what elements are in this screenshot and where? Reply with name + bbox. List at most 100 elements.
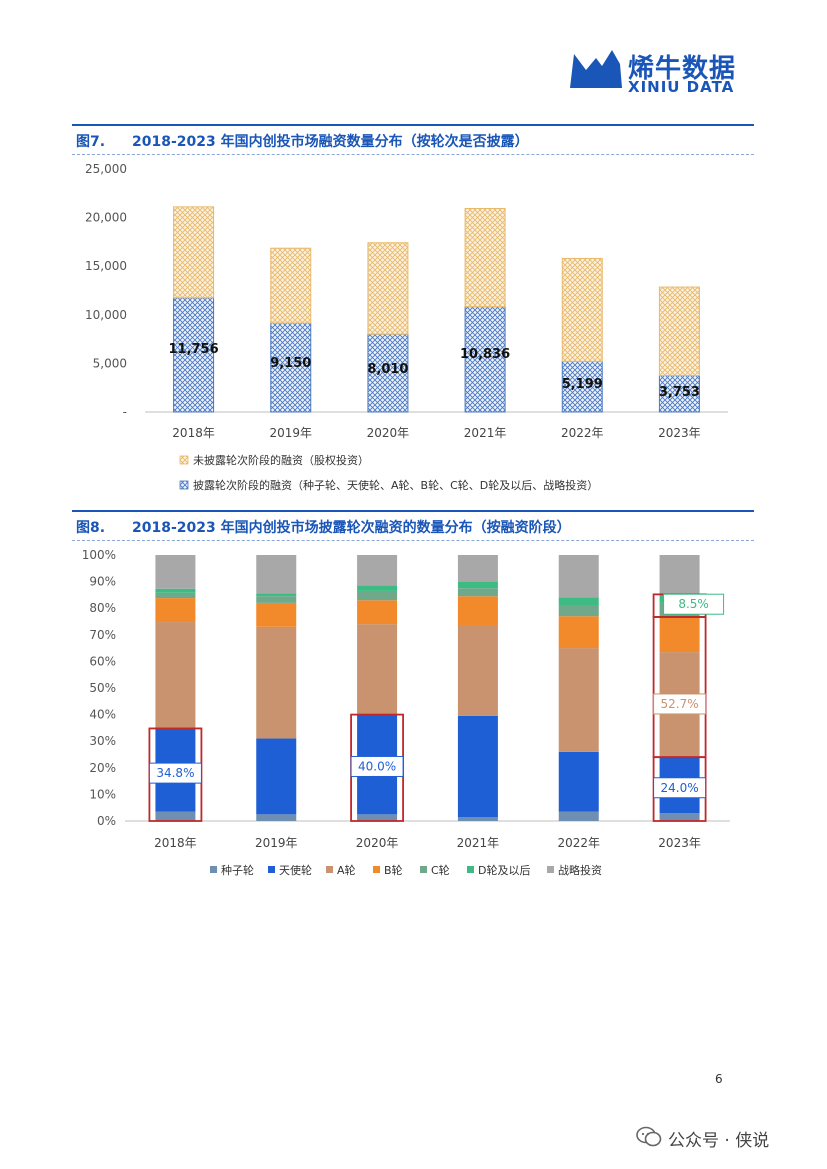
y-tick-label: 20% — [89, 761, 116, 775]
y-tick-label: 10,000 — [85, 308, 127, 322]
bar-undisclosed — [464, 208, 506, 308]
bar-segment — [256, 814, 297, 821]
bar-segment — [256, 593, 297, 597]
bar-undisclosed — [658, 286, 700, 377]
x-tick-label: 2021年 — [464, 426, 507, 440]
y-tick-label: 15,000 — [85, 259, 127, 273]
bar-segment — [256, 602, 297, 627]
x-tick-label: 2022年 — [561, 426, 604, 440]
figure7-title: 图7. 2018-2023 年国内创投市场融资数量分布（按轮次是否披露） — [76, 131, 529, 151]
bar-disclosed — [173, 297, 215, 413]
bar-segment — [457, 817, 498, 821]
figure8-chart: 0% 10% 20% 30% 40% 50% 60% 70% 80% 90% 100% 2018年 20… — [82, 548, 730, 877]
data-label: 5,199 — [562, 377, 603, 392]
bar-segment — [155, 588, 196, 593]
y-tick-label: 80% — [89, 601, 116, 615]
bar-segment — [457, 596, 498, 626]
y-tick-label: 10% — [89, 787, 116, 801]
legend-swatch — [547, 866, 554, 873]
bar-segment — [457, 625, 498, 716]
y-tick-label: 30% — [89, 734, 116, 748]
legend-swatch — [420, 866, 427, 873]
bar-segment — [155, 555, 196, 589]
legend-swatch — [373, 866, 380, 873]
bar-undisclosed — [270, 247, 312, 324]
y-tick-label: 50% — [89, 681, 116, 695]
x-tick-label: 2019年 — [269, 426, 312, 440]
page-number: 6 — [715, 1072, 723, 1086]
bar-segment — [155, 598, 196, 623]
x-tick-label: 2022年 — [557, 836, 600, 850]
bar-segment — [256, 555, 297, 594]
legend-label: B轮 — [384, 863, 403, 877]
bar-segment — [357, 590, 398, 601]
wechat-icon — [636, 1126, 662, 1148]
annotation-label: 34.8% — [156, 766, 194, 780]
figure8-number: 图8. — [76, 520, 106, 536]
annotation-label: 52.7% — [661, 697, 699, 711]
bar-undisclosed — [561, 257, 603, 362]
y-tick-label: 90% — [89, 575, 116, 589]
bar-segment — [558, 597, 599, 606]
y-tick-label: 100% — [82, 548, 116, 562]
bar-segment — [357, 814, 398, 821]
x-tick-label: 2019年 — [255, 836, 298, 850]
footer-account: 公众号 · 侠说 — [668, 1131, 770, 1151]
figure7-title-text: 2018-2023 年国内创投市场融资数量分布（按轮次是否披露） — [132, 134, 529, 150]
logo-text-en: XINIU DATA — [628, 78, 735, 96]
bar-disclosed — [464, 306, 506, 413]
legend-label: 未披露轮次阶段的融资（股权投资） — [193, 453, 369, 467]
annotation-box — [663, 593, 725, 615]
annotation-label: 8.5% — [678, 597, 709, 611]
bar-disclosed — [367, 333, 409, 413]
x-tick-label: 2018年 — [154, 836, 197, 850]
bar-disclosed — [658, 375, 700, 413]
y-tick-label: 70% — [89, 628, 116, 642]
bar-undisclosed — [173, 206, 215, 299]
y-tick-label: 5,000 — [93, 356, 127, 370]
x-tick-label: 2020年 — [356, 836, 399, 850]
legend-swatch — [179, 480, 189, 490]
bar-segment — [659, 555, 700, 595]
legend-label: 种子轮 — [221, 863, 254, 877]
bar-segment — [357, 624, 398, 715]
figure7-rule — [72, 124, 754, 126]
bar-segment — [357, 585, 398, 591]
legend-swatch — [326, 866, 333, 873]
annotation-box — [148, 762, 202, 784]
figure8-title: 图8. 2018-2023 年国内创投市场披露轮次融资的数量分布（按融资阶段） — [76, 517, 571, 537]
y-tick-label: - — [123, 405, 127, 419]
bar-segment — [155, 622, 196, 729]
annotation-box — [653, 777, 707, 799]
legend-label: A轮 — [337, 863, 356, 877]
x-tick-label: 2023年 — [658, 426, 701, 440]
legend-label: 战略投资 — [558, 863, 602, 877]
legend-label: C轮 — [431, 863, 450, 877]
x-tick-label: 2021年 — [457, 836, 500, 850]
data-label: 10,836 — [460, 347, 510, 362]
legend-swatch — [210, 866, 217, 873]
y-tick-label: 0% — [97, 814, 116, 828]
logo: 烯牛数据 XINIU DATA — [568, 48, 758, 98]
bar-segment — [457, 581, 498, 589]
bar-segment — [558, 555, 599, 598]
data-label: 8,010 — [367, 362, 408, 377]
y-tick-label: 20,000 — [85, 211, 127, 225]
bar-segment — [357, 600, 398, 625]
bar-undisclosed — [367, 242, 409, 335]
legend-label: 披露轮次阶段的融资（种子轮、天使轮、A轮、B轮、C轮、D轮及以后、战略投资） — [193, 478, 598, 492]
y-tick-label: 40% — [89, 708, 116, 722]
x-tick-label: 2018年 — [172, 426, 215, 440]
figure8-rule — [72, 510, 754, 512]
logo-text-cn: 烯牛数据 — [628, 54, 737, 84]
annotation-box — [653, 693, 707, 715]
figure7-number: 图7. — [76, 134, 106, 150]
bar-segment — [457, 588, 498, 597]
bar-segment — [357, 555, 398, 586]
annotation-box — [350, 755, 404, 777]
bar-disclosed — [561, 360, 603, 413]
data-label: 9,150 — [270, 356, 311, 371]
data-label: 11,756 — [168, 342, 218, 357]
bar-segment — [155, 811, 196, 821]
legend-swatch — [467, 866, 474, 873]
